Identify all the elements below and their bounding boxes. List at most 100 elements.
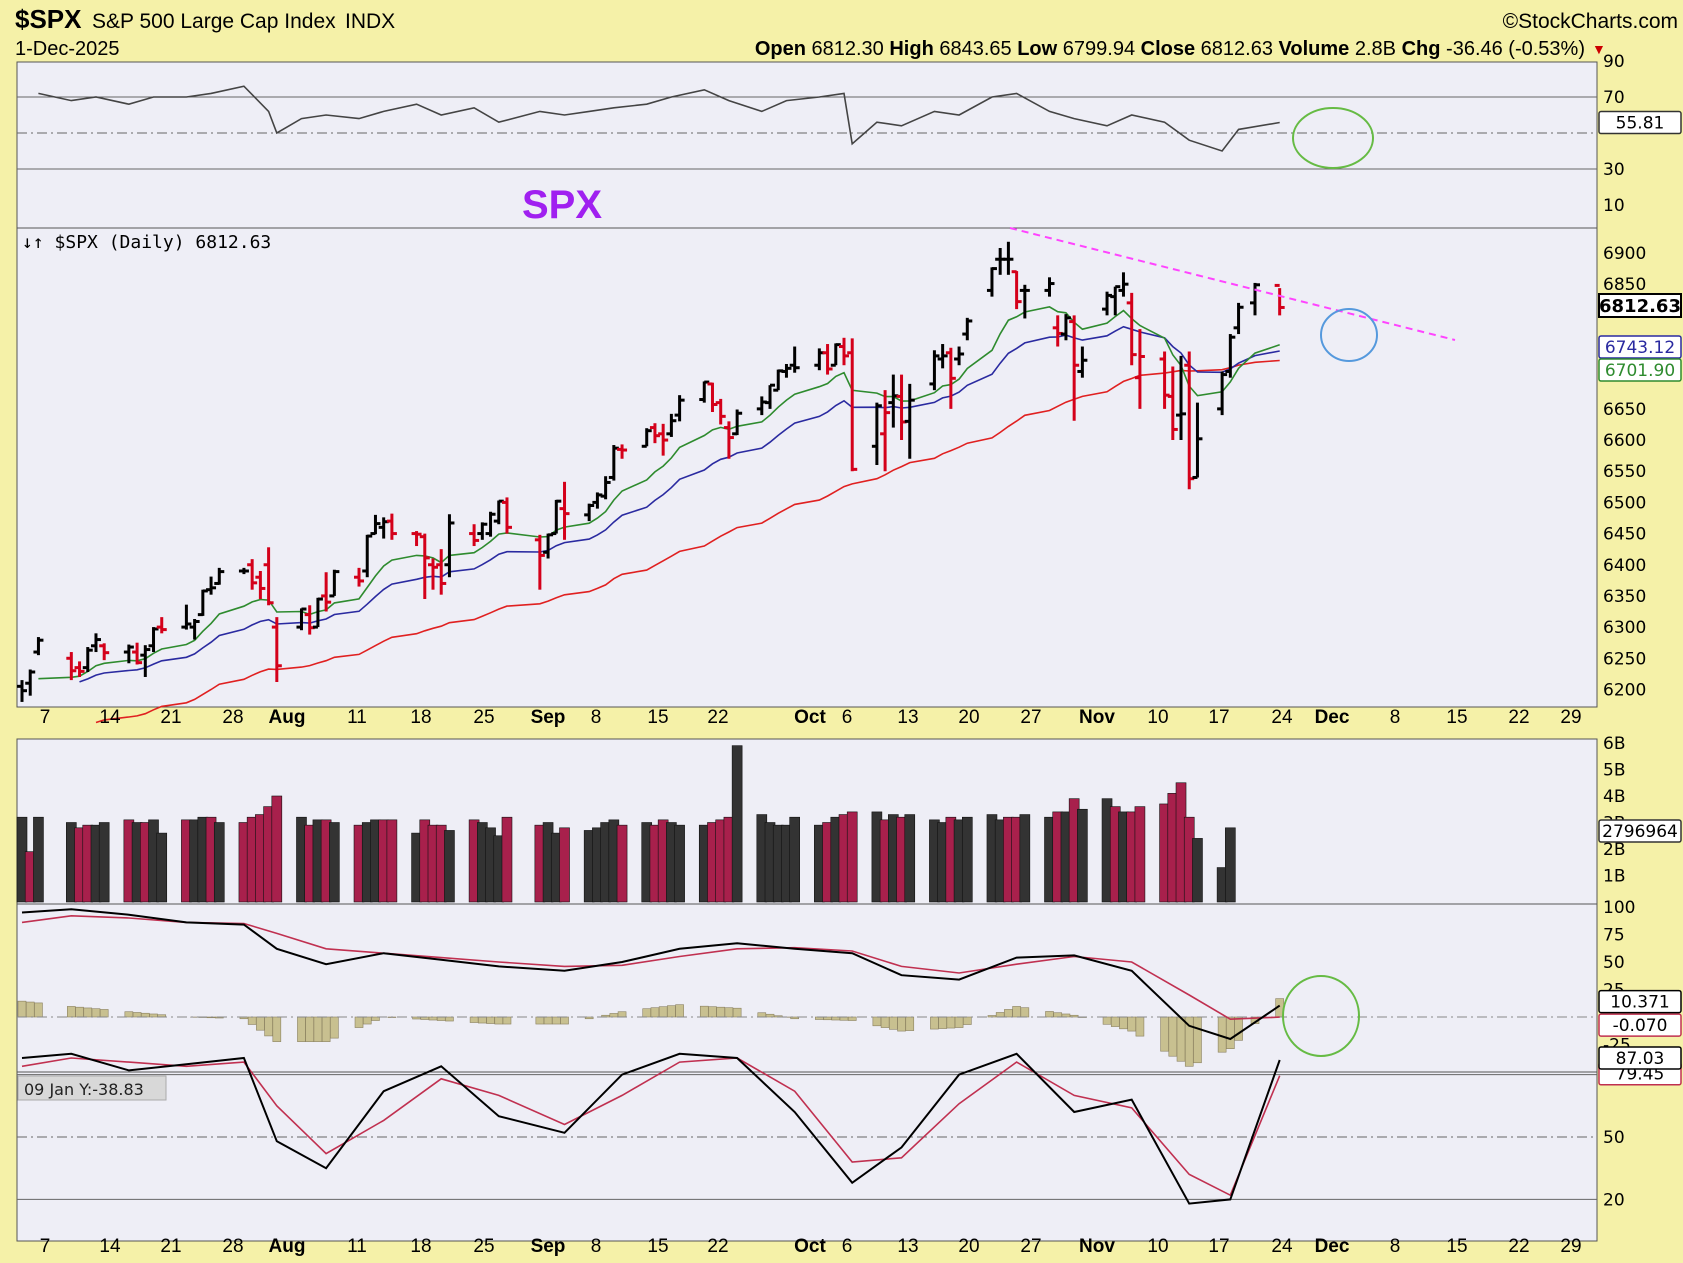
x-axis-layer: 7 14 21 28 Aug 11 18 25 Sep 8 15 22 Oct 6 13 20 27 Nov 10 1… bbox=[40, 707, 1582, 1257]
macd-histogram-bar bbox=[930, 1016, 939, 1030]
x-tick-label: 22 bbox=[1508, 1236, 1529, 1257]
rsi-panel bbox=[16, 61, 1598, 229]
x-tick-label: Dec bbox=[1315, 707, 1350, 728]
volume-ytick: 2B bbox=[1603, 840, 1625, 860]
x-tick-label: 18 bbox=[410, 1236, 431, 1257]
ohlc-bar bbox=[436, 549, 447, 595]
ohlc-bar bbox=[25, 669, 36, 696]
x-tick-label: 28 bbox=[222, 1236, 243, 1257]
ohlc-bar bbox=[1217, 371, 1228, 416]
spx-annotation: SPX bbox=[522, 183, 602, 227]
macd-histogram-bar bbox=[34, 1002, 43, 1018]
macd-histogram-bar bbox=[256, 1016, 265, 1031]
volume-ytick: 4B bbox=[1603, 787, 1625, 807]
price-ytick: 6900 bbox=[1603, 244, 1646, 264]
macd-histogram-bar bbox=[124, 1011, 134, 1018]
x-tick-label: 15 bbox=[1446, 707, 1467, 728]
macd-histogram-bar bbox=[469, 1016, 479, 1023]
macd-histogram-bar bbox=[642, 1008, 652, 1018]
ohlc-bar bbox=[1225, 334, 1236, 378]
price-ytick: 6550 bbox=[1603, 462, 1646, 482]
macd-histogram-bar bbox=[872, 1016, 882, 1027]
volume-bar bbox=[789, 816, 800, 903]
x-tick-label: 22 bbox=[707, 707, 728, 728]
x-tick-label: 10 bbox=[1147, 1236, 1168, 1257]
x-tick-label: 25 bbox=[473, 1236, 494, 1257]
ohlc-bar bbox=[600, 476, 611, 500]
macd-histogram-bar bbox=[1127, 1016, 1136, 1032]
price-ytick: 6650 bbox=[1603, 400, 1646, 420]
ohlc-bar bbox=[123, 644, 134, 664]
macd-signal-label: -0.070 bbox=[1613, 1016, 1668, 1036]
ohlc-bar bbox=[830, 343, 841, 367]
header-exchange: INDX bbox=[345, 10, 395, 33]
x-tick-label: 10 bbox=[1147, 707, 1168, 728]
macd-histogram-bar bbox=[1160, 1016, 1169, 1052]
ohlc-bar bbox=[649, 423, 660, 444]
macd-histogram-bar bbox=[667, 1005, 676, 1018]
stoch-tooltip: 09 Jan Y:-38.83 bbox=[24, 1080, 144, 1099]
stoch-d-line bbox=[21, 1057, 1281, 1197]
macd-histogram-bar bbox=[313, 1016, 323, 1042]
price-ytick: 6500 bbox=[1603, 493, 1646, 513]
macd-histogram-bar bbox=[354, 1016, 364, 1028]
price-highlight-circle bbox=[1320, 308, 1378, 362]
macd-histogram-bar bbox=[436, 1016, 446, 1021]
macd-histogram-bar bbox=[362, 1016, 372, 1025]
ohlc-bar bbox=[715, 398, 726, 425]
x-tick-label: 8 bbox=[591, 1236, 602, 1257]
macd-histogram-bar bbox=[132, 1012, 142, 1018]
macd-ytick: 50 bbox=[1603, 953, 1625, 973]
volume-bar bbox=[386, 819, 398, 903]
ohlc-bar bbox=[617, 444, 628, 459]
price-tag-close-box bbox=[1598, 293, 1682, 318]
volume-bar bbox=[846, 811, 858, 903]
macd-histogram-bar bbox=[757, 1012, 767, 1018]
rsi-last-label: 55.81 bbox=[1616, 114, 1665, 134]
ma-short-line bbox=[38, 306, 1280, 680]
x-tick-label: 13 bbox=[897, 1236, 918, 1257]
ohlc-bar bbox=[847, 338, 858, 472]
ohlc-bar bbox=[880, 390, 891, 472]
price-ytick: 6300 bbox=[1603, 618, 1646, 638]
ohlc-bar bbox=[1192, 402, 1203, 479]
volume-last-label: 2796964 bbox=[1602, 822, 1678, 842]
macd-histogram-bar bbox=[149, 1013, 158, 1018]
macd-histogram-bar bbox=[905, 1016, 915, 1031]
macd-last-label-box bbox=[1598, 989, 1682, 1014]
ohlc-bar bbox=[1011, 270, 1022, 310]
ohlc-bar bbox=[1250, 282, 1260, 316]
x-tick-label: 25 bbox=[473, 707, 494, 728]
ohlc-bar bbox=[444, 514, 455, 578]
ohlc-bar bbox=[723, 421, 734, 459]
macd-histogram-bar bbox=[305, 1016, 315, 1042]
macd-histogram-bar bbox=[995, 1012, 1005, 1018]
ohlc-bar bbox=[1233, 302, 1244, 335]
ohlc-bar bbox=[641, 428, 652, 448]
price-tag-close: 6812.63 bbox=[1599, 296, 1681, 317]
ohlc-bar bbox=[477, 522, 488, 540]
ohlc-bar bbox=[469, 524, 480, 547]
macd-histogram-bar bbox=[297, 1016, 306, 1042]
macd-histogram-bar bbox=[609, 1013, 619, 1018]
volume-ytick: 5B bbox=[1603, 761, 1625, 781]
macd-histogram-bar bbox=[650, 1007, 660, 1018]
x-tick-label: 15 bbox=[1446, 1236, 1467, 1257]
ohlc-bar bbox=[658, 423, 669, 456]
macd-histogram-bar bbox=[445, 1016, 454, 1022]
rsi-ytick: 70 bbox=[1603, 88, 1625, 108]
ohlc-bar bbox=[321, 572, 332, 612]
macd-histogram-bar bbox=[1012, 1006, 1021, 1018]
macd-histogram-bar bbox=[658, 1006, 668, 1018]
price-ytick: 6850 bbox=[1603, 275, 1646, 295]
macd-histogram-bar bbox=[494, 1016, 504, 1025]
volume-bar bbox=[904, 814, 916, 903]
macd-histogram-bar bbox=[486, 1016, 495, 1024]
ohlc-bar bbox=[962, 317, 973, 341]
ohlc-bar bbox=[1110, 285, 1121, 316]
x-tick-label: 29 bbox=[1560, 1236, 1581, 1257]
x-tick-label: 6 bbox=[842, 707, 853, 728]
ohlc-bar bbox=[411, 531, 422, 547]
x-tick-label: Sep bbox=[531, 707, 566, 728]
macd-histogram-bar bbox=[1193, 1016, 1202, 1064]
